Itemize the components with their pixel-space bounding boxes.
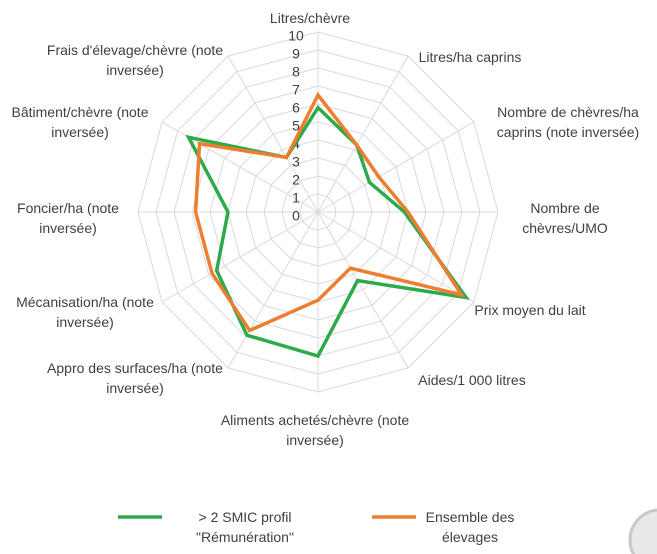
spoke	[317, 55, 409, 213]
axis-label: Appro des surfaces/ha (note inversée)	[47, 360, 223, 396]
axis-label: Aliments achetés/chèvre (note inversée)	[220, 412, 410, 448]
r-tick-label: 7	[292, 82, 300, 98]
series-line	[185, 104, 470, 359]
r-tick-label: 2	[292, 172, 300, 188]
axis-label: Mécanisation/ha (note inversée)	[16, 294, 154, 330]
r-tick-label: 0	[292, 208, 300, 224]
r-tick-label: 1	[292, 190, 300, 206]
r-tick-label: 10	[288, 28, 304, 44]
legend-label: Ensemble des élevages	[425, 509, 515, 545]
spoke	[317, 211, 475, 303]
r-tick-label: 9	[292, 46, 300, 62]
axis-label: Bâtiment/chèvre (note inversée)	[11, 104, 149, 140]
spoke	[317, 211, 409, 369]
axis-label: Aides/1 000 litres	[418, 372, 526, 388]
r-tick-label: 6	[292, 100, 300, 116]
r-tick-label: 8	[292, 64, 300, 80]
spoke	[317, 121, 475, 213]
axis-label: Litres/chèvre	[269, 10, 351, 26]
axis-label: Nombre de chèvres/ha caprins (note inver…	[496, 104, 640, 140]
axis-label: Prix moyen du lait	[474, 302, 586, 318]
axis-label: Foncier/ha (note inversée)	[17, 200, 119, 236]
spoke	[161, 211, 319, 303]
axis-label: Litres/ha caprins	[418, 49, 522, 65]
spoke	[227, 55, 319, 213]
legend-label: > 2 SMIC profil "Rémunération"	[196, 509, 294, 545]
series-line	[193, 91, 466, 333]
axis-label: Nombre de chèvres/UMO	[522, 200, 608, 236]
r-tick-label: 3	[292, 154, 300, 170]
axis-label: Frais d'élevage/chèvre (note inversée)	[46, 42, 224, 78]
spoke	[227, 211, 319, 369]
r-tick-label: 5	[292, 118, 300, 134]
corner-button	[628, 508, 657, 554]
